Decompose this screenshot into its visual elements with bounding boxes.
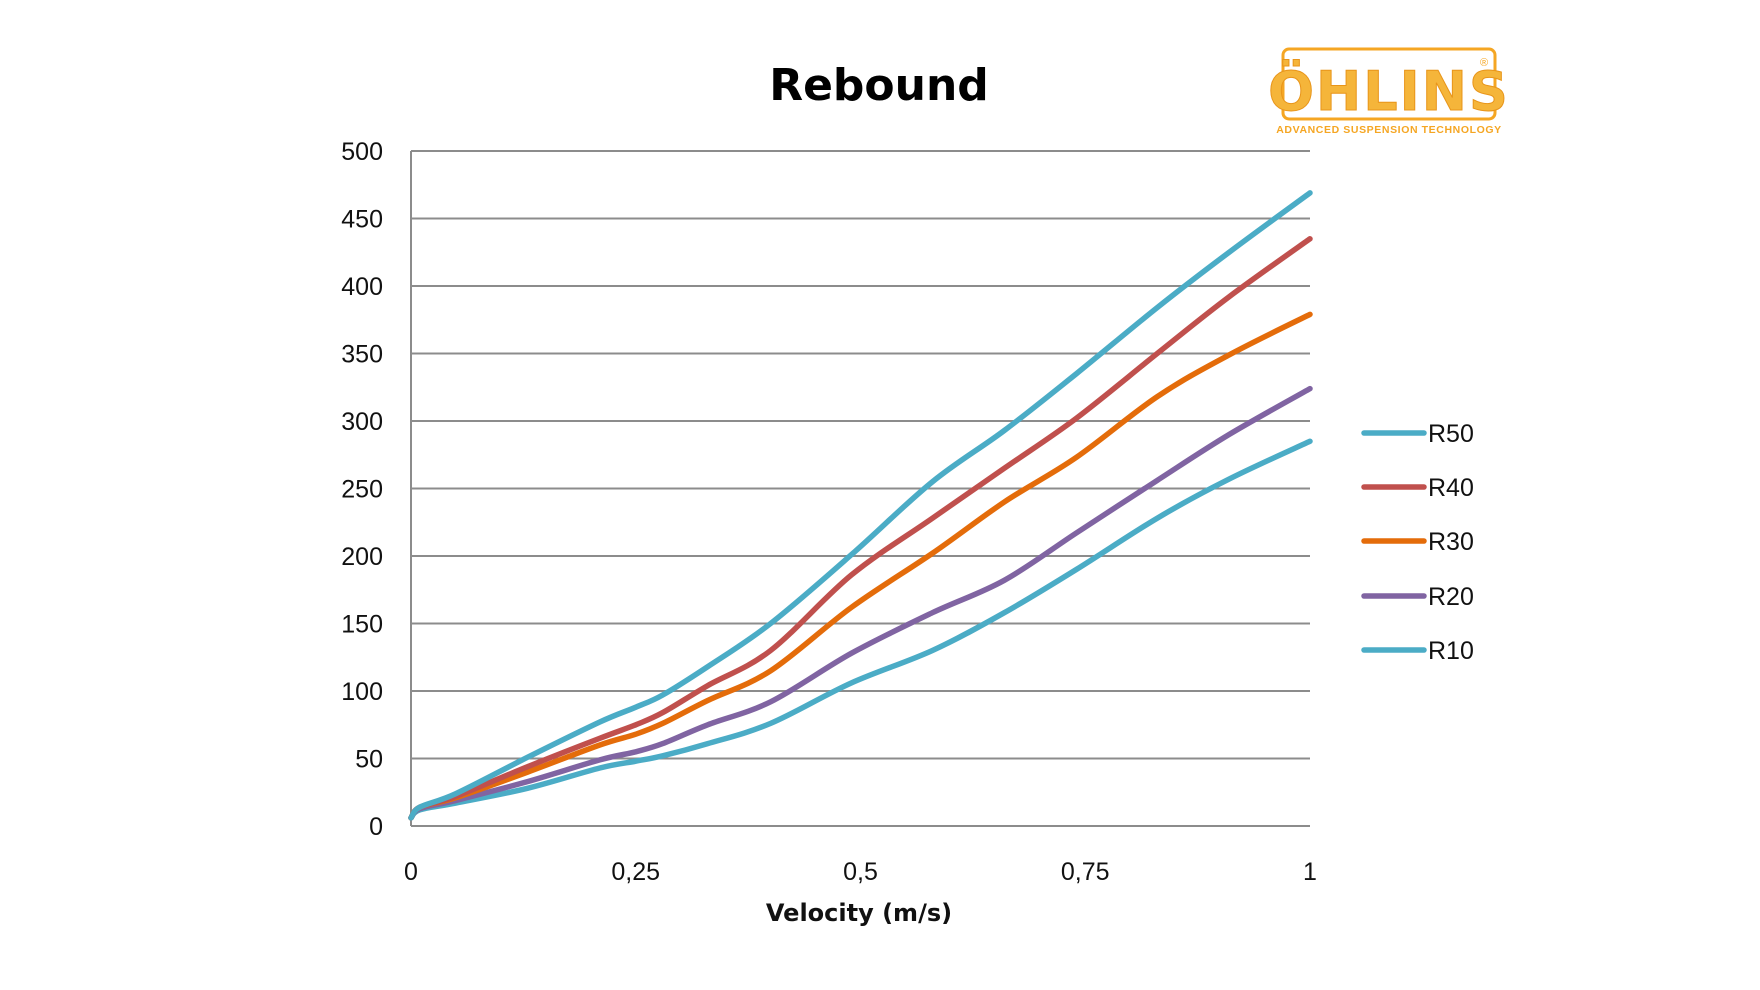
y-tick-label: 500 <box>341 138 383 166</box>
y-tick-label: 50 <box>355 746 383 774</box>
x-tick-label: 1 <box>1303 858 1317 886</box>
y-tick-label: 150 <box>341 611 383 639</box>
series-line-r50 <box>408 190 1313 821</box>
legend-item-r20: R20 <box>1361 583 1474 611</box>
legend: R50 R40 R30 R20 R10 <box>1361 420 1474 665</box>
gridlines <box>411 150 1310 760</box>
y-tick-label: 350 <box>341 341 383 369</box>
y-axis-ticks: 0 50 100 150 200 250 300 350 400 450 500 <box>341 138 383 841</box>
series-line-r10 <box>408 438 1313 821</box>
legend-label: R20 <box>1428 583 1474 611</box>
brand-tagline: ADVANCED SUSPENSION TECHNOLOGY <box>1276 124 1502 136</box>
x-axis-title: Velocity (m/s) <box>766 899 952 927</box>
data-series <box>408 190 1313 821</box>
y-tick-label: 200 <box>341 543 383 571</box>
legend-item-r50: R50 <box>1361 420 1474 448</box>
series-line-r30 <box>408 311 1313 821</box>
legend-item-r10: R10 <box>1361 637 1474 665</box>
x-axis-ticks: 0 0,25 0,5 0,75 1 <box>404 858 1317 886</box>
legend-label: R30 <box>1428 528 1474 556</box>
legend-label: R10 <box>1428 637 1474 665</box>
y-tick-label: 250 <box>341 476 383 504</box>
x-tick-label: 0,25 <box>611 858 660 886</box>
legend-item-r30: R30 <box>1361 528 1474 556</box>
y-tick-label: 300 <box>341 408 383 436</box>
x-tick-label: 0,5 <box>843 858 878 886</box>
ohlins-logo: ÖHLINS ® ADVANCED SUSPENSION TECHNOLOGY <box>1268 47 1510 136</box>
y-tick-label: 450 <box>341 206 383 234</box>
x-tick-label: 0 <box>404 858 418 886</box>
legend-item-r40: R40 <box>1361 474 1474 502</box>
legend-label: R40 <box>1428 474 1474 502</box>
y-tick-label: 400 <box>341 273 383 301</box>
registered-mark: ® <box>1480 57 1488 69</box>
legend-label: R50 <box>1428 420 1474 448</box>
chart-title: Rebound <box>769 60 989 111</box>
y-tick-label: 0 <box>369 813 383 841</box>
y-tick-label: 100 <box>341 678 383 706</box>
x-tick-label: 0,75 <box>1061 858 1110 886</box>
series-line-r40 <box>408 236 1313 821</box>
series-line-r20 <box>408 385 1313 821</box>
brand-name: ÖHLINS <box>1268 60 1510 123</box>
